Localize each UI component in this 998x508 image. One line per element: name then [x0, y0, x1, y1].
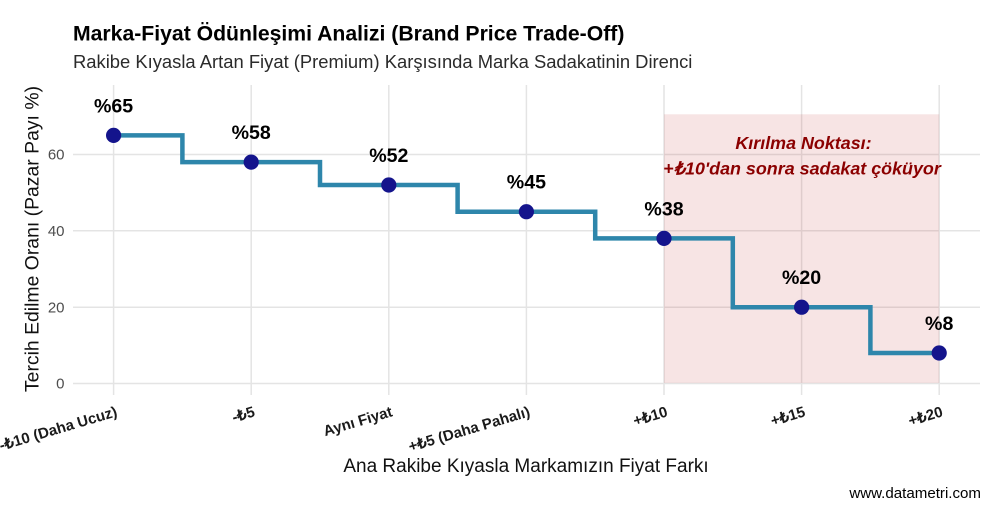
svg-text:40: 40 — [48, 223, 65, 240]
svg-text:Tercih Edilme Oranı (Pazar Pay: Tercih Edilme Oranı (Pazar Payı %) — [22, 86, 44, 392]
svg-text:%20: %20 — [782, 267, 821, 289]
svg-text:%45: %45 — [507, 172, 546, 194]
svg-text:Ana Rakibe Kıyasla Markamızın: Ana Rakibe Kıyasla Markamızın Fiyat Fark… — [343, 456, 708, 477]
svg-text:Marka-Fiyat Ödünleşimi Analizi: Marka-Fiyat Ödünleşimi Analizi (Brand Pr… — [73, 21, 624, 46]
svg-text:-₺5: -₺5 — [230, 404, 257, 427]
svg-text:+₺10'dan sonra sadakat çöküyor: +₺10'dan sonra sadakat çöküyor — [663, 159, 942, 179]
svg-text:Rakibe Kıyasla Artan Fiyat (Pr: Rakibe Kıyasla Artan Fiyat (Premium) Kar… — [73, 51, 692, 72]
svg-text:Kırılma Noktası:: Kırılma Noktası: — [735, 133, 871, 153]
svg-text:%58: %58 — [232, 122, 271, 144]
svg-text:20: 20 — [48, 299, 65, 316]
svg-text:0: 0 — [56, 376, 64, 393]
svg-text:www.datametri.com: www.datametri.com — [848, 485, 981, 502]
svg-text:%8: %8 — [925, 313, 953, 335]
svg-text:%52: %52 — [369, 145, 408, 167]
svg-text:%65: %65 — [94, 95, 133, 117]
svg-text:%38: %38 — [644, 198, 683, 220]
svg-text:60: 60 — [48, 147, 65, 164]
